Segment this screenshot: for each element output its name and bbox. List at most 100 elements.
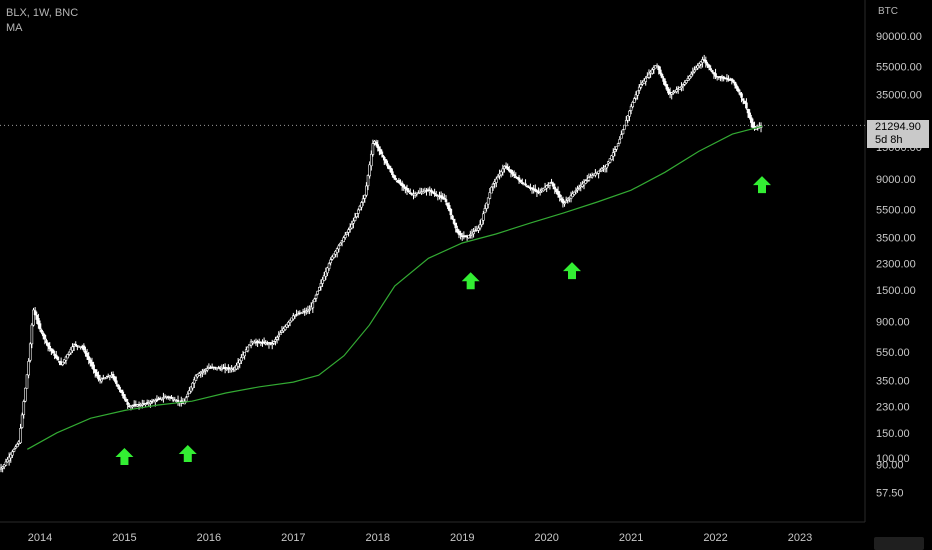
candle-body	[488, 192, 492, 199]
green-up-arrow-icon	[115, 448, 134, 465]
candle-body	[51, 349, 55, 354]
candle-body	[144, 403, 147, 405]
candle-body	[92, 364, 95, 370]
candle-body	[153, 400, 157, 403]
candle-body	[199, 372, 203, 374]
candle-body	[490, 186, 493, 194]
candle-body	[246, 346, 250, 352]
candle-body	[314, 294, 318, 299]
green-up-arrow-icon	[563, 262, 581, 280]
candle-body	[550, 181, 553, 184]
candle-body	[636, 90, 639, 96]
candle-body	[176, 399, 180, 402]
candle-body	[571, 193, 574, 198]
candle-body	[184, 397, 188, 402]
candle-body	[478, 224, 482, 229]
candle-body	[618, 139, 622, 144]
candle-body	[511, 171, 514, 175]
candle-body	[496, 176, 500, 179]
candle-body	[431, 191, 435, 194]
candle-body	[332, 253, 336, 258]
candle-body	[225, 368, 229, 370]
candle-body	[97, 374, 100, 380]
candle-body	[243, 351, 246, 357]
chart-legend: BLX, 1W, BNC MA	[6, 6, 78, 36]
candle-body	[707, 64, 711, 68]
candle-body	[319, 283, 323, 287]
y-tick-label: 350.00	[876, 375, 910, 387]
candle-body	[37, 318, 40, 325]
ma-indicator-label[interactable]: MA	[6, 22, 23, 34]
candle-body	[628, 110, 631, 117]
candle-body	[605, 164, 609, 169]
candle-body	[480, 218, 484, 226]
candle-body	[740, 93, 743, 98]
candle-body	[566, 198, 570, 201]
candle-body	[486, 197, 490, 205]
candle-body	[119, 389, 123, 393]
candle-body	[694, 67, 698, 71]
candle-body	[637, 86, 641, 91]
candle-body	[236, 362, 240, 367]
candle-body	[433, 192, 436, 195]
candle-body	[748, 112, 751, 118]
candle-body	[561, 199, 565, 204]
candle-body	[188, 390, 191, 395]
candle-body	[337, 245, 341, 250]
candle-body	[283, 326, 287, 330]
candle-body	[155, 399, 159, 401]
candle-body	[582, 182, 586, 186]
candle-body	[54, 354, 58, 359]
candle-body	[719, 76, 722, 78]
candle-body	[709, 68, 712, 70]
candle-body	[574, 190, 578, 192]
candle-body	[25, 374, 29, 389]
x-tick-label: 2020	[534, 532, 558, 544]
candle-body	[751, 122, 755, 128]
scale-toggle-button[interactable]	[874, 537, 924, 550]
candle-body	[741, 98, 745, 101]
candle-body	[69, 349, 73, 354]
candle-body	[613, 149, 617, 152]
candle-body	[270, 343, 274, 346]
x-tick-label: 2022	[703, 532, 727, 544]
candle-body	[361, 198, 365, 203]
candle-body	[660, 74, 664, 78]
candle-body	[189, 386, 193, 392]
candle-body	[459, 233, 462, 236]
candle-body	[683, 82, 687, 85]
candle-body	[321, 279, 324, 284]
candle-body	[384, 159, 388, 164]
candle-body	[347, 229, 350, 233]
candle-body	[293, 314, 297, 317]
candle-body	[538, 190, 542, 193]
candle-body	[269, 342, 272, 344]
candle-body	[35, 315, 39, 320]
candle-body	[524, 183, 527, 186]
candle-body	[616, 143, 620, 147]
candle-body	[576, 188, 579, 191]
candle-body	[386, 163, 389, 167]
candle-body	[556, 190, 560, 195]
candle-body	[452, 218, 456, 224]
candle-body	[634, 94, 638, 99]
candle-body	[482, 213, 485, 221]
candle-body	[358, 205, 362, 211]
candle-body	[353, 217, 357, 221]
candle-body	[382, 156, 386, 161]
candle-body	[20, 414, 24, 428]
candle-body	[84, 350, 87, 354]
candle-body	[43, 334, 47, 340]
candle-body	[266, 342, 269, 344]
candle-body	[316, 290, 319, 295]
candle-body	[722, 76, 725, 79]
candle-body	[691, 71, 695, 74]
candle-body	[66, 354, 69, 359]
candle-body	[446, 202, 449, 207]
candle-body	[46, 342, 50, 347]
candle-body	[644, 77, 648, 82]
candle-body	[642, 80, 646, 84]
candle-body	[227, 367, 230, 369]
candle-body	[28, 343, 32, 361]
